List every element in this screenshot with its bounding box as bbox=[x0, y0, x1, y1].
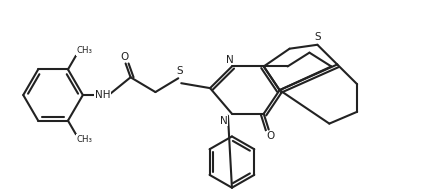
Text: S: S bbox=[176, 66, 183, 76]
Text: S: S bbox=[314, 32, 321, 42]
Text: N: N bbox=[220, 116, 228, 126]
Text: CH₃: CH₃ bbox=[77, 46, 93, 55]
Text: O: O bbox=[267, 131, 275, 141]
Text: N: N bbox=[226, 55, 234, 65]
Text: O: O bbox=[121, 52, 129, 61]
Text: NH: NH bbox=[95, 90, 110, 100]
Text: CH₃: CH₃ bbox=[77, 135, 93, 144]
